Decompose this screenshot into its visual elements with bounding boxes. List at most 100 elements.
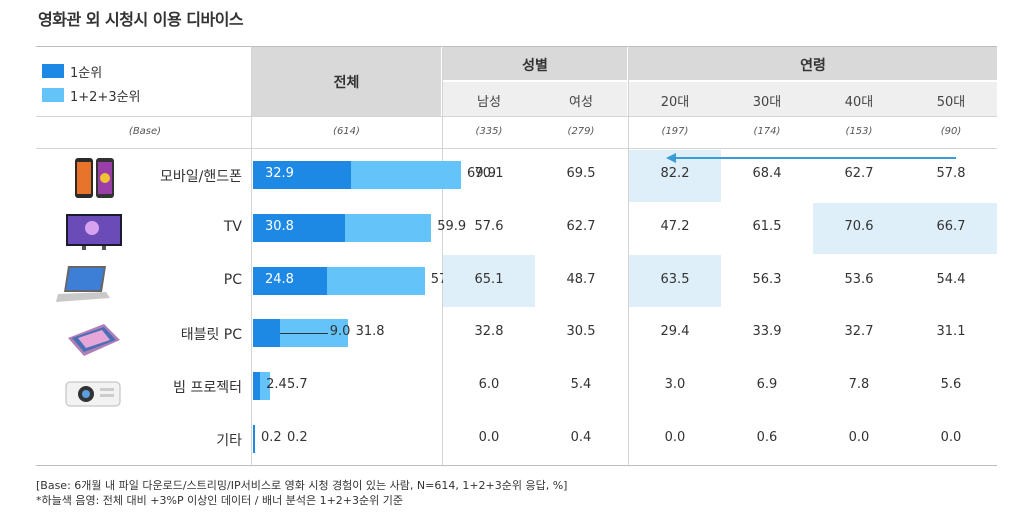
- tv-icon: [66, 214, 122, 250]
- table-cell: 62.7: [844, 166, 874, 182]
- table-cell: 82.2: [660, 166, 690, 182]
- table-cell: 65.1: [474, 271, 504, 287]
- subheader-20s: 20대: [660, 95, 690, 110]
- base-total: (614): [333, 126, 360, 137]
- table-cell: 69.5: [566, 166, 596, 182]
- subheader-male: 남성: [477, 95, 501, 110]
- base-20s: (197): [661, 126, 689, 137]
- row-label: 모바일/핸드폰: [160, 169, 242, 186]
- table-cell: 0.6: [756, 429, 778, 445]
- footnote-highlight: *하늘색 음영: 전체 대비 +3%P 이상인 데이터 / 배너 분석은 1+2…: [36, 494, 403, 507]
- highlight-cell: [629, 255, 721, 308]
- table-cell: 6.0: [478, 377, 500, 393]
- table-cell: 70.6: [844, 219, 874, 235]
- table-cell: 7.8: [848, 377, 870, 393]
- highlight-cell: [905, 202, 997, 255]
- table-cell: 47.2: [660, 219, 690, 235]
- base-label: (Base): [128, 126, 162, 137]
- bar-label-first: 32.9: [265, 166, 294, 182]
- table-cell: 33.9: [752, 324, 782, 340]
- bar-first: [253, 424, 255, 453]
- table-cell: 53.6: [844, 271, 874, 287]
- projector-icon: [65, 381, 121, 407]
- base-30s: (174): [753, 126, 781, 137]
- row-label: 기타: [216, 432, 242, 449]
- row-label: PC: [223, 271, 242, 288]
- table-cell: 29.4: [660, 324, 690, 340]
- bar-label-total: 5.7: [287, 377, 308, 393]
- grid-line-top: [36, 46, 997, 47]
- table-cell: 54.4: [936, 271, 966, 287]
- table-cell: 5.6: [940, 377, 962, 393]
- gender-subheader-bg: [443, 82, 627, 116]
- trend-arrow: [666, 153, 956, 163]
- bar-first: [253, 266, 327, 295]
- table-cell: 32.8: [474, 324, 504, 340]
- table-cell: 63.5: [660, 271, 690, 287]
- row-label: 빔 프로젝터: [173, 380, 242, 397]
- bar-label-first: 24.8: [265, 271, 294, 287]
- age-header: 연령: [800, 58, 826, 74]
- table-cell: 68.4: [752, 166, 782, 182]
- table-cell: 62.7: [566, 219, 596, 235]
- bar-leader-line: [279, 333, 328, 335]
- table-cell: 0.0: [664, 429, 686, 445]
- bar-first: [253, 319, 280, 348]
- page-title: 영화관 외 시청시 이용 디바이스: [38, 10, 244, 29]
- bar-first: [253, 372, 261, 401]
- smartphone-icon: [75, 158, 114, 198]
- gender-header-bg: [443, 46, 627, 80]
- footnote-base: [Base: 6개월 내 파일 다운로드/스트리밍/IP서비스로 영화 시청 경…: [36, 479, 568, 492]
- bar-first: [253, 161, 351, 190]
- bar-label-total: 31.8: [355, 324, 385, 340]
- bar-label-first: 0.2: [261, 429, 282, 445]
- table-cell: 5.4: [570, 377, 592, 393]
- table-cell: 0.0: [848, 429, 870, 445]
- subheader-female: 여성: [569, 95, 593, 110]
- tablet-icon: [68, 324, 120, 356]
- base-50s: (90): [940, 126, 962, 137]
- base-female: (279): [567, 126, 595, 137]
- table-cell: 57.8: [936, 166, 966, 182]
- table-cell: 61.5: [752, 219, 782, 235]
- legend-label-total: 1+2+3순위: [70, 90, 141, 105]
- gender-header: 성별: [522, 58, 548, 74]
- bar-label-total: 0.2: [287, 429, 308, 445]
- base-male: (335): [475, 126, 503, 137]
- legend-swatch-total: [42, 88, 64, 102]
- divider-gender: [628, 46, 629, 465]
- subheader-30s: 30대: [752, 95, 782, 110]
- bar-first: [253, 214, 345, 243]
- legend-label-first: 1순위: [70, 66, 103, 81]
- table-cell: 0.0: [940, 429, 962, 445]
- subheader-40s: 40대: [844, 95, 874, 110]
- grid-line-base: [36, 148, 997, 149]
- bar-label-total: 59.9: [437, 219, 467, 235]
- bar-label-first: 30.8: [265, 219, 294, 235]
- table-cell: 66.7: [936, 219, 966, 235]
- total-header: 전체: [333, 75, 360, 91]
- laptop-icon: [56, 266, 110, 302]
- bar-label-total: 69.9: [467, 166, 496, 182]
- table-cell: 0.4: [570, 429, 592, 445]
- age-header-bg: [629, 46, 997, 80]
- table-cell: 6.9: [756, 377, 778, 393]
- subheader-50s: 50대: [936, 95, 966, 110]
- total-header-bg: [252, 46, 441, 116]
- table-cell: 0.0: [478, 429, 500, 445]
- divider-total: [442, 46, 443, 465]
- table-cell: 32.7: [844, 324, 874, 340]
- table-cell: 31.1: [936, 324, 966, 340]
- table-cell: 48.7: [566, 271, 596, 287]
- table-cell: 3.0: [664, 377, 686, 393]
- age-subheader-bg: [629, 82, 997, 116]
- legend-swatch-first: [42, 64, 64, 78]
- grid-line-bottom: [36, 465, 997, 466]
- row-label: 태블릿 PC: [180, 327, 242, 344]
- base-40s: (153): [845, 126, 873, 137]
- highlight-cell: [443, 255, 535, 308]
- bar-label-first: 2.4: [266, 377, 287, 393]
- table-cell: 30.5: [566, 324, 596, 340]
- divider-left: [251, 46, 252, 465]
- grid-line-header: [36, 116, 997, 117]
